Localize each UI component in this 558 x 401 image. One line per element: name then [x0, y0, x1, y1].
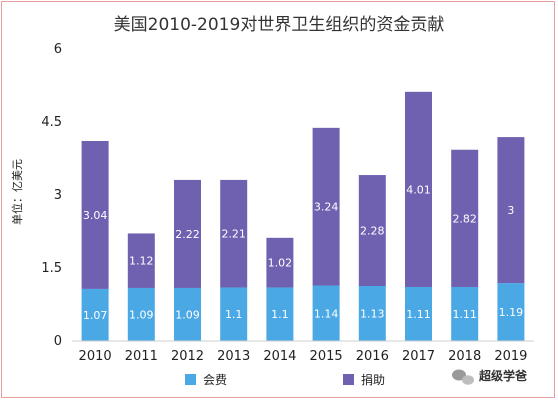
- legend-label: 捐助: [361, 373, 385, 387]
- watermark: 超级学爸: [452, 368, 527, 385]
- x-tick-label: 2019: [494, 349, 527, 364]
- bar-dues-2019: [497, 283, 525, 341]
- bar-donation-2014: [266, 237, 294, 288]
- data-label: 2.21: [221, 228, 246, 241]
- x-tick-label: 2013: [217, 349, 250, 364]
- bar-dues-2011: [127, 287, 155, 341]
- data-label: 1.12: [129, 255, 154, 268]
- data-label: 1.11: [406, 308, 431, 321]
- x-tick-label: 2015: [310, 349, 343, 364]
- x-axis-ticks: 2010 2011 2012 2013 2014 2015 2016 2017 2018 2019: [79, 349, 528, 364]
- data-label: 4.01: [406, 183, 431, 196]
- x-tick-label: 2011: [125, 349, 158, 364]
- chart-title: 美国2010-2019对世界卫生组织的资金贡献: [114, 15, 445, 35]
- data-label: 1.02: [268, 257, 293, 270]
- bar-donation-2017: [405, 91, 432, 287]
- bar-dues-2013: [220, 287, 248, 341]
- x-tick-label: 2017: [402, 349, 435, 364]
- watermark-text: 超级学爸: [478, 368, 527, 383]
- x-tick-label: 2010: [79, 349, 112, 364]
- bar-dues-2014: [266, 287, 294, 341]
- y-axis-ticks: 0 1.5 3 4.5 6: [41, 42, 62, 349]
- y-axis-label: 单位：亿美元: [10, 159, 24, 225]
- bar-donation-2011: [127, 233, 155, 288]
- data-label: 2.82: [452, 212, 477, 225]
- bar-donation-2015: [312, 127, 340, 286]
- bar-dues-2016: [358, 286, 386, 341]
- legend-swatch: [343, 374, 354, 385]
- data-label: 2.22: [175, 228, 200, 241]
- bar-donation-2018: [451, 149, 479, 287]
- y-tick-label: 6: [54, 42, 62, 57]
- bar-dues-2015: [312, 285, 340, 341]
- bar-dues-2018: [451, 286, 479, 341]
- bar-donation-2012: [174, 179, 201, 288]
- data-label: 1.07: [83, 309, 108, 322]
- x-tick-label: 2018: [448, 349, 481, 364]
- bar-donation-2010: [81, 140, 109, 289]
- data-label: 3.24: [314, 201, 339, 214]
- data-label: 1.11: [452, 308, 477, 321]
- data-label: 1.1: [225, 308, 243, 321]
- data-label: 1.14: [314, 307, 339, 320]
- bar-dues-2017: [405, 286, 432, 341]
- x-tick-label: 2014: [263, 349, 296, 364]
- data-label: 3: [507, 204, 514, 217]
- legend: 会费 捐助: [185, 373, 385, 387]
- bar-donation-2019: [497, 137, 525, 284]
- data-label: 2.28: [360, 225, 385, 238]
- wechat-icon: [452, 369, 474, 385]
- x-tick-label: 2016: [356, 349, 389, 364]
- data-label: 1.1: [271, 308, 289, 321]
- y-tick-label: 0: [54, 334, 62, 349]
- bars: 1.07 3.04 1.09 1.12 1.09 2.22 1.1 2.21 1.1 1.02 1.…: [81, 91, 525, 341]
- y-tick-label: 1.5: [41, 261, 62, 276]
- data-label: 3.04: [83, 209, 108, 222]
- y-tick-label: 3: [54, 188, 62, 203]
- y-tick-label: 4.5: [41, 115, 62, 130]
- bar-dues-2010: [81, 288, 109, 341]
- bar-donation-2013: [220, 179, 248, 288]
- data-label: 1.09: [129, 308, 154, 321]
- data-label: 1.19: [499, 306, 524, 319]
- data-label: 1.09: [175, 308, 200, 321]
- data-label: 1.13: [360, 308, 385, 321]
- legend-swatch: [185, 374, 196, 385]
- bar-donation-2016: [358, 175, 386, 287]
- x-tick-label: 2012: [171, 349, 204, 364]
- bar-dues-2012: [174, 287, 201, 341]
- legend-label: 会费: [203, 373, 227, 387]
